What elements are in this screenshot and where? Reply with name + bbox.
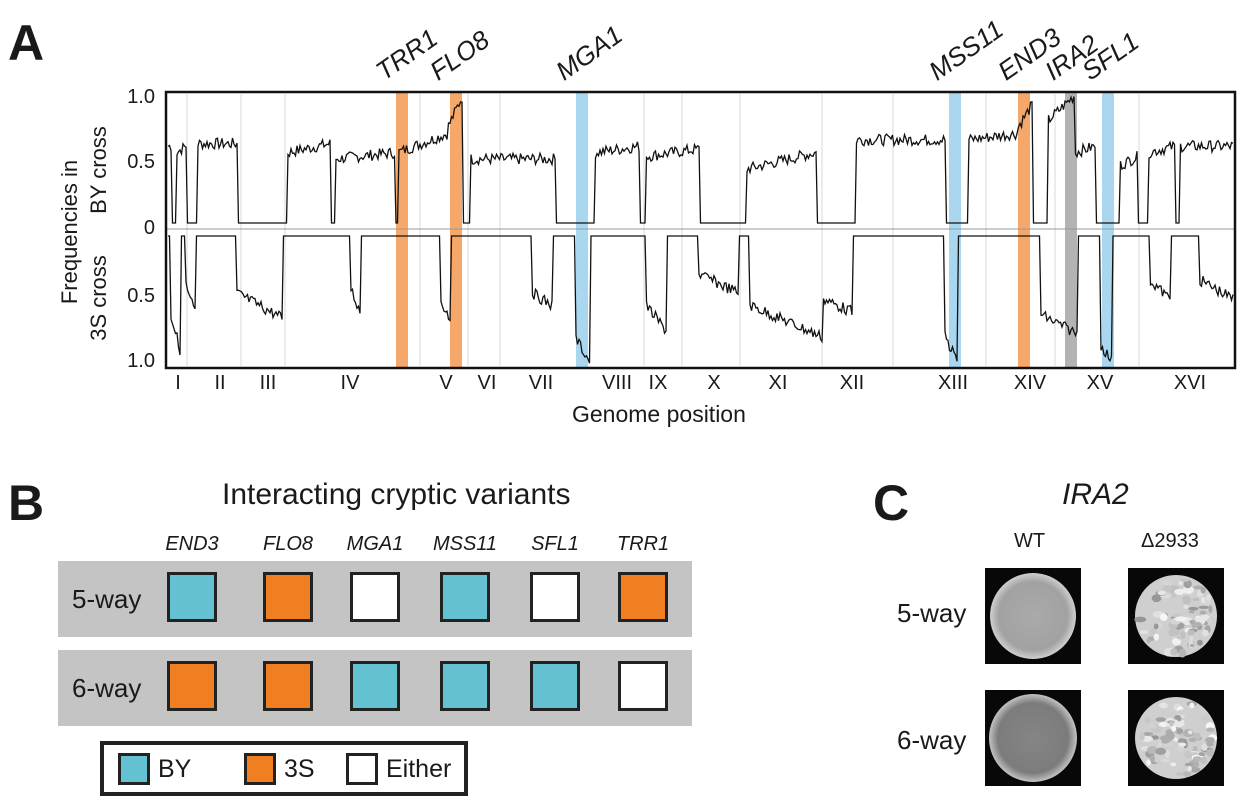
chromosome-label-V: V (439, 372, 453, 394)
legend-by-label: BY (158, 755, 192, 783)
cell-6-way-sfl1 (530, 661, 580, 711)
ytick-top-05: 0.5 (127, 151, 155, 173)
col-label-delta2933: Δ2933 (1141, 530, 1199, 552)
legend-either-swatch (346, 753, 378, 785)
cell-6-way-trr1 (618, 661, 668, 711)
highlight-ira2 (1065, 92, 1077, 368)
col-header-end3: END3 (165, 533, 219, 555)
ytick-bottom-1: 1.0 (127, 350, 155, 372)
panel-a-letter: A (8, 15, 45, 71)
highlight-mss11 (949, 92, 961, 368)
highlight-flo8 (450, 92, 462, 368)
chromosome-label-III: III (259, 372, 277, 394)
chromosome-label-XVI: XVI (1173, 372, 1207, 394)
highlight-mga1 (576, 92, 588, 368)
chromosome-label-XV: XV (1086, 372, 1114, 394)
row-label-5-way: 5-way (72, 584, 142, 614)
cell-5-way-mga1 (350, 572, 400, 622)
chromosome-label-VIII: VIII (601, 372, 633, 394)
legend-either-label: Either (386, 755, 452, 783)
colony-5way-delta2933 (1128, 568, 1224, 664)
cell-6-way-mss11 (440, 661, 490, 711)
cell-5-way-mss11 (440, 572, 490, 622)
panel-b-title: Interacting cryptic variants (222, 478, 571, 511)
ytick-zero: 0 (143, 217, 155, 239)
c-row-label-6-way: 6-way (897, 725, 967, 755)
genome-frequency-plot (164, 90, 1237, 370)
x-axis-title: Genome position (572, 401, 746, 427)
c-row-label-5-way: 5-way (897, 598, 967, 628)
ytick-top-1: 1.0 (127, 86, 155, 108)
cell-6-way-flo8 (263, 661, 313, 711)
legend: BY 3S Either (100, 741, 468, 796)
col-label-wt: WT (1014, 530, 1046, 552)
chromosome-label-I: I (175, 372, 181, 394)
legend-3s-swatch (244, 753, 276, 785)
highlight-end3 (1018, 92, 1030, 368)
colony-6way-delta2933 (1128, 690, 1224, 786)
cell-5-way-flo8 (263, 572, 313, 622)
chromosome-label-VII: VII (528, 372, 554, 394)
chromosome-label-XII: XII (839, 372, 865, 394)
col-header-sfl1: SFL1 (531, 533, 579, 555)
plot-frame (164, 90, 1237, 370)
panel-c-title: IRA2 (1062, 478, 1129, 511)
legend-3s-label: 3S (284, 755, 315, 783)
highlight-trr1 (396, 92, 408, 368)
ytick-bottom-05: 0.5 (127, 285, 155, 307)
panel-c-letter: C (873, 475, 910, 531)
3s-cross-frequency-trace (168, 235, 1234, 364)
cell-5-way-end3 (167, 572, 217, 622)
col-header-trr1: TRR1 (616, 533, 670, 555)
chromosome-label-XIV: XIV (1013, 372, 1047, 394)
chromosome-label-XI: XI (768, 372, 788, 394)
chromosome-label-IX: IX (648, 372, 668, 394)
colony-6way-wt (985, 690, 1081, 786)
row-label-6-way: 6-way (72, 673, 142, 703)
chromosome-label-VI: VI (477, 372, 497, 394)
col-header-mga1: MGA1 (346, 533, 404, 555)
col-header-mss11: MSS11 (432, 533, 498, 555)
panel-b-letter: B (8, 475, 45, 531)
cell-5-way-trr1 (618, 572, 668, 622)
cell-6-way-mga1 (350, 661, 400, 711)
chromosome-label-IV: IV (340, 372, 360, 394)
by-cross-frequency-trace (167, 95, 1234, 224)
chromosome-label-II: II (214, 372, 226, 394)
col-header-flo8: FLO8 (262, 533, 314, 555)
legend-by-swatch (118, 753, 150, 785)
chromosome-label-XIII: XIII (937, 372, 969, 394)
colony-5way-wt (985, 568, 1081, 664)
cell-5-way-sfl1 (530, 572, 580, 622)
chromosome-label-X: X (707, 372, 721, 394)
cell-6-way-end3 (167, 661, 217, 711)
highlight-sfl1 (1102, 92, 1114, 368)
